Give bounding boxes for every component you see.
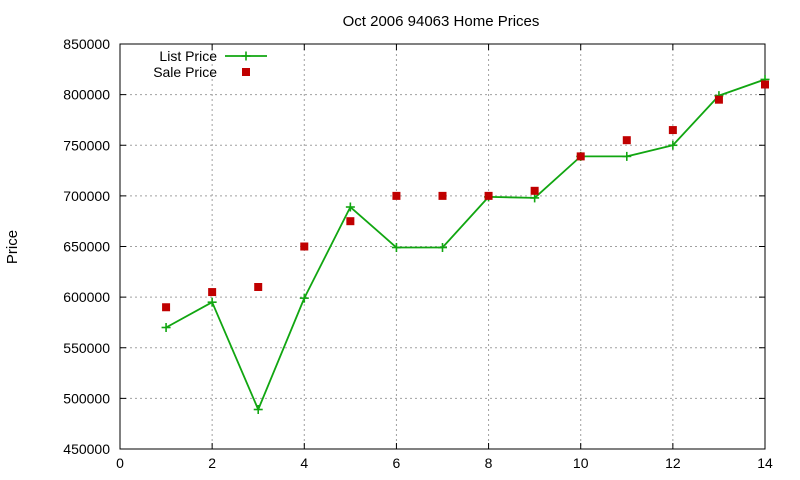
square-marker <box>162 303 171 312</box>
y-tick-label: 700000 <box>63 188 110 204</box>
square-marker <box>576 152 585 161</box>
square-marker <box>530 186 539 195</box>
square-marker <box>392 191 401 200</box>
y-tick-label: 450000 <box>63 441 110 457</box>
square-marker <box>300 242 309 251</box>
plus-marker <box>622 151 632 161</box>
y-tick-label: 800000 <box>63 87 110 103</box>
x-tick-label: 0 <box>116 455 124 471</box>
y-tick-label: 850000 <box>63 36 110 52</box>
series-list-price <box>161 74 770 415</box>
chart-title: Oct 2006 94063 Home Prices <box>343 13 540 30</box>
y-tick-label: 550000 <box>63 340 110 356</box>
plus-marker <box>391 243 401 253</box>
square-marker <box>254 283 263 291</box>
plus-marker <box>253 405 263 415</box>
series-sale-price <box>162 80 769 312</box>
series-layer <box>161 74 770 415</box>
x-tick-label: 14 <box>757 455 773 471</box>
plus-marker <box>530 193 540 203</box>
y-tick-label: 500000 <box>63 390 110 406</box>
x-tick-label: 4 <box>300 455 308 471</box>
y-tick-label: 750000 <box>63 137 110 153</box>
x-tick-label: 10 <box>573 455 589 471</box>
plus-marker <box>299 293 309 303</box>
square-marker <box>208 288 217 297</box>
y-tick-label: 650000 <box>63 239 110 255</box>
square-marker <box>668 126 677 135</box>
plus-marker <box>161 323 171 332</box>
y-axis-label: Price <box>4 230 21 264</box>
x-tick-label: 12 <box>665 455 681 471</box>
square-marker <box>346 217 355 226</box>
square-marker <box>714 95 723 104</box>
x-tick-label: 6 <box>393 455 401 471</box>
plus-marker <box>241 51 251 61</box>
y-tick-label: 600000 <box>63 289 110 305</box>
series-line <box>165 78 766 411</box>
legend-label: Sale Price <box>153 64 217 80</box>
plus-marker <box>668 140 678 150</box>
square-marker <box>761 80 769 89</box>
plus-marker <box>438 243 447 253</box>
square-marker <box>242 68 250 76</box>
legend-label: List Price <box>159 48 217 64</box>
plus-marker <box>207 297 217 307</box>
plus-marker <box>345 202 355 212</box>
axis-ticks: 450000 500000 550000 600000 650000 700000 7500… <box>63 36 773 471</box>
square-marker <box>622 136 631 145</box>
square-marker <box>484 191 493 200</box>
x-tick-label: 8 <box>485 455 493 471</box>
x-tick-label: 2 <box>208 455 216 471</box>
square-marker <box>438 191 447 200</box>
